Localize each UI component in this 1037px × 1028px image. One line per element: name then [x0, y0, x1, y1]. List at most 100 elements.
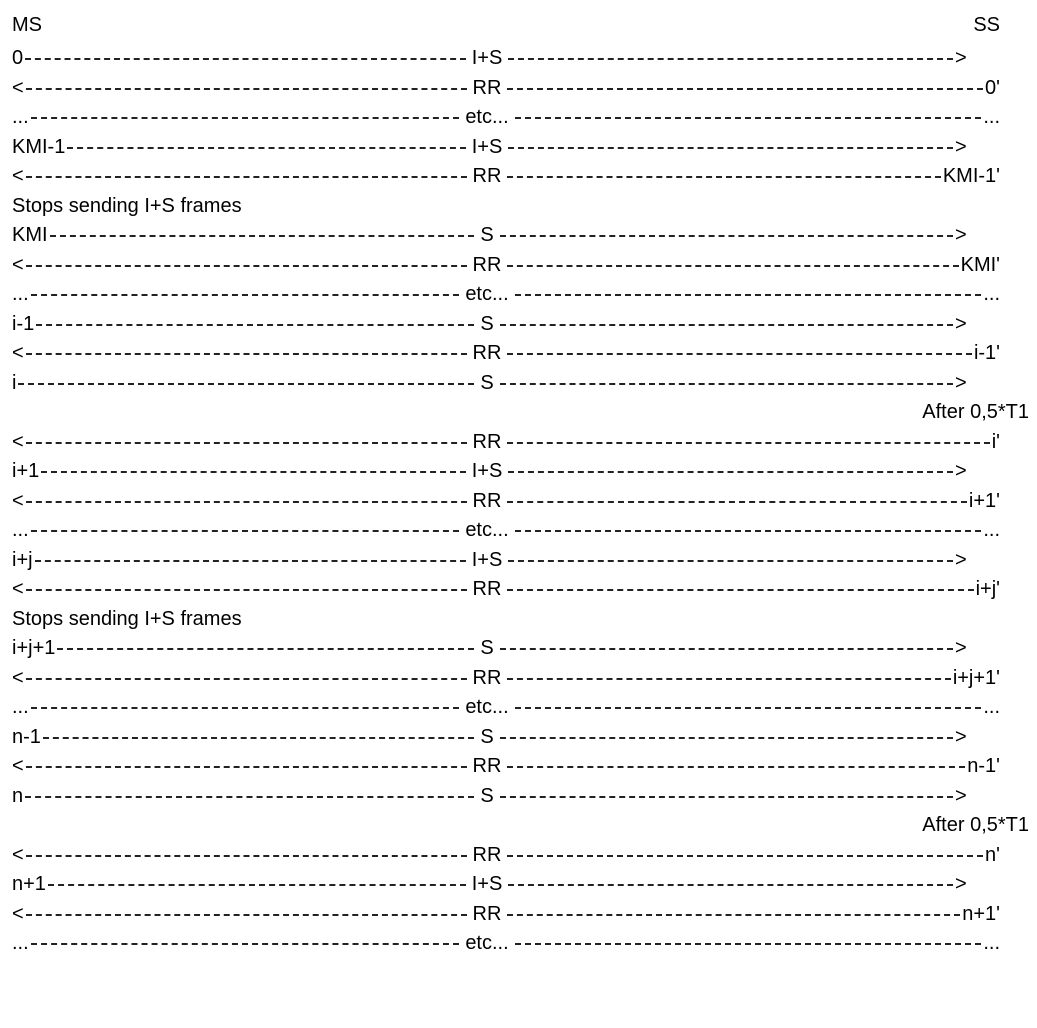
right-endpoint: i+1' [968, 489, 1000, 512]
message-row: < RR KMI' [0, 250, 1037, 280]
dashed-line-left [36, 323, 475, 326]
frame-type-label: RR [472, 578, 502, 600]
left-endpoint: < [12, 902, 24, 925]
message-row: ... etc...... [0, 102, 1037, 132]
dashed-line-right [507, 766, 966, 768]
right-endpoint: > [955, 637, 967, 659]
left-endpoint: < [12, 342, 24, 364]
dashed-line-left [25, 58, 466, 60]
frame-type-label: I+S [471, 460, 503, 482]
ss-label: SS [973, 14, 1000, 36]
frame-type-label: RR [472, 165, 502, 187]
message-row: ... etc...... [0, 928, 1037, 958]
frame-type-label: RR [472, 430, 502, 453]
dashed-line-right [507, 353, 972, 355]
message-row: ... etc...... [0, 279, 1037, 309]
frame-type-label: I+S [471, 47, 503, 69]
right-endpoint: > [955, 224, 967, 246]
left-endpoint: ... [12, 283, 29, 305]
frame-type-label: RR [472, 489, 502, 512]
right-endpoint: KMI-1' [942, 165, 1000, 187]
frame-type-label: I+S [471, 135, 503, 158]
frame-type-label: S [480, 725, 494, 748]
frame-type-label: I+S [471, 548, 503, 571]
dashed-line-right [508, 146, 953, 149]
left-endpoint: 0 [12, 47, 24, 69]
note-text: Stops sending I+S frames [12, 194, 242, 217]
dashed-line-left [30, 117, 460, 119]
left-endpoint: < [12, 489, 24, 512]
message-row: i+j+1 S > [0, 633, 1037, 663]
left-endpoint: < [12, 430, 24, 453]
dashed-line-right [514, 530, 982, 532]
dashed-line-left [67, 146, 466, 149]
left-endpoint: i+j [12, 548, 33, 571]
right-endpoint: i+j+1' [952, 666, 1000, 689]
right-endpoint: 0' [985, 76, 1000, 99]
dashed-line-left [25, 589, 467, 591]
message-row: < RR KMI-1' [0, 161, 1037, 191]
right-endpoint: i-1' [973, 342, 1000, 364]
right-endpoint: i' [991, 430, 1000, 453]
dashed-line-right [514, 294, 982, 296]
dashed-line-left [25, 87, 467, 90]
frame-type-label: S [480, 224, 494, 246]
left-endpoint: < [12, 253, 24, 276]
dashed-line-left [30, 294, 460, 296]
timer-row: After 0,5*T1 [0, 397, 1037, 427]
message-row: i+1 I+S > [0, 456, 1037, 486]
timer-row: After 0,5*T1 [0, 810, 1037, 840]
dashed-line-right [507, 500, 967, 503]
left-endpoint: < [12, 165, 24, 187]
timer-text: After 0,5*T1 [922, 814, 1029, 836]
frame-type-label: RR [472, 902, 502, 925]
frame-type-label: RR [472, 342, 502, 364]
left-endpoint: i+j+1 [12, 637, 56, 659]
message-row: < RR 0' [0, 73, 1037, 103]
message-row: n+1 I+S > [0, 869, 1037, 899]
frame-type-label: RR [472, 253, 502, 276]
dashed-line-left [25, 176, 467, 178]
dashed-line-right [499, 648, 953, 650]
dashed-line-left [18, 382, 475, 385]
frame-type-label: RR [472, 76, 502, 99]
right-endpoint: > [955, 47, 967, 69]
dashed-line-right [499, 736, 953, 739]
timer-text: After 0,5*T1 [922, 401, 1029, 423]
message-row: KMI S > [0, 220, 1037, 250]
dashed-line-left [34, 559, 466, 562]
message-row: n S > [0, 781, 1037, 811]
message-row: < RR i-1' [0, 338, 1037, 368]
left-endpoint: ... [12, 932, 29, 954]
dashed-line-left [25, 854, 467, 857]
dashed-line-left [25, 441, 467, 444]
dashed-line-right [514, 117, 982, 119]
right-endpoint: > [955, 460, 967, 482]
message-row: ... etc...... [0, 515, 1037, 545]
message-row: < RR i+1' [0, 486, 1037, 516]
right-endpoint: n-1' [967, 755, 1000, 777]
frame-type-label: etc... [465, 283, 509, 305]
frame-type-label: RR [472, 666, 502, 689]
frame-type-label: RR [472, 755, 502, 777]
message-row: i-1 S > [0, 309, 1037, 339]
left-endpoint: ... [12, 696, 29, 718]
frame-type-label: S [480, 637, 494, 659]
header-row: MS SS [0, 10, 1037, 40]
dashed-line-left [41, 471, 466, 473]
right-endpoint: > [955, 873, 967, 895]
dashed-line-right [507, 264, 959, 267]
left-endpoint: KMI [12, 224, 48, 246]
frame-type-label: etc... [465, 696, 509, 718]
dashed-line-right [499, 235, 953, 237]
dashed-line-right [507, 854, 984, 857]
left-endpoint: KMI-1 [12, 135, 66, 158]
right-endpoint: n+1' [962, 902, 1000, 925]
right-endpoint: i+j' [975, 578, 1000, 600]
message-row: < RR n' [0, 840, 1037, 870]
message-row: i S > [0, 368, 1037, 398]
right-endpoint: > [955, 548, 967, 571]
dashed-line-left [42, 736, 475, 739]
left-endpoint: n+1 [12, 873, 46, 895]
right-endpoint: > [955, 312, 967, 335]
